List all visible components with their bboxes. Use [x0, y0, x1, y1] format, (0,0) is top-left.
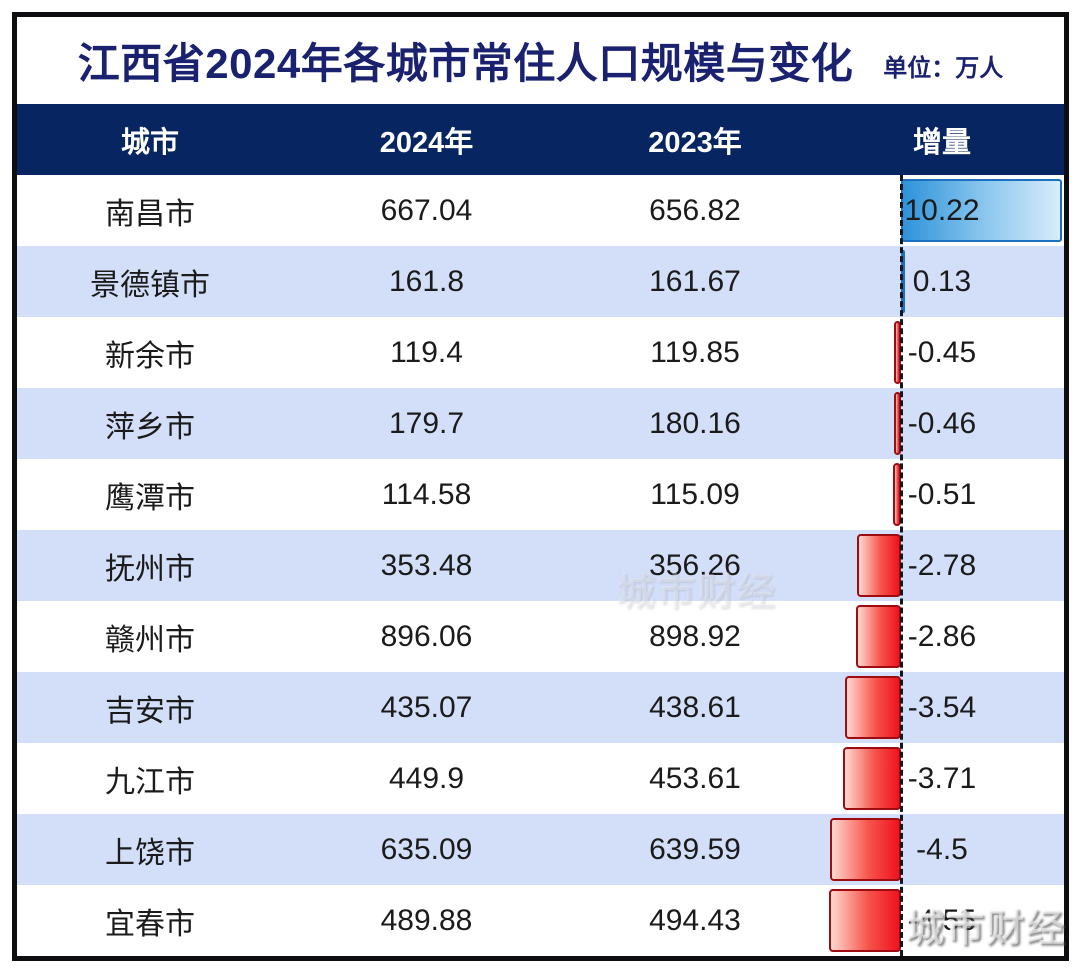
table-rows-container: 南昌市 667.04 656.82 10.22 景德镇市 161.8 161.6…: [17, 175, 1064, 956]
value-2024: 635.09: [380, 832, 473, 866]
table-body: 南昌市 667.04 656.82 10.22 景德镇市 161.8 161.6…: [17, 175, 1064, 956]
table-row: 鹰潭市 114.58 115.09 -0.51: [17, 459, 1064, 530]
value-2023: 356.26: [649, 548, 741, 582]
delta-value: 10.22: [904, 193, 980, 227]
title-bar: 江西省2024年各城市常住人口规模与变化 单位：万人: [17, 17, 1064, 104]
value-2024: 179.7: [388, 406, 465, 440]
delta-bar: [857, 534, 901, 597]
delta-value: -2.78: [907, 548, 977, 582]
value-2023: 656.82: [649, 193, 741, 227]
city-name: 宜春市: [105, 907, 195, 941]
value-2024: 353.48: [380, 548, 473, 582]
table-header: 城市 2024年 2023年 增量: [17, 104, 1064, 175]
value-2023: 453.61: [649, 761, 741, 795]
delta-bar: [830, 818, 901, 881]
value-2023: 115.09: [650, 477, 740, 511]
value-2023: 438.61: [649, 690, 741, 724]
table-row: 九江市 449.9 453.61 -3.71: [17, 743, 1064, 814]
value-2023: 898.92: [649, 619, 741, 653]
delta-bar: [843, 747, 901, 810]
delta-bar: [901, 179, 1062, 242]
delta-bar: [829, 889, 901, 952]
table-row: 赣州市 896.06 898.92 -2.86: [17, 601, 1064, 672]
col-header-delta: 增量: [912, 126, 971, 159]
city-name: 上饶市: [105, 836, 195, 870]
delta-value: 0.13: [912, 264, 972, 298]
value-2024: 489.88: [380, 903, 473, 937]
value-2024: 435.07: [380, 690, 473, 724]
delta-value: -0.45: [907, 335, 977, 369]
value-2023: 119.85: [650, 335, 740, 369]
city-name: 萍乡市: [105, 410, 195, 444]
table-row: 南昌市 667.04 656.82 10.22: [17, 175, 1064, 246]
city-name: 新余市: [105, 339, 195, 373]
city-name: 景德镇市: [90, 268, 210, 302]
delta-value: -0.46: [907, 406, 977, 440]
value-2023: 639.59: [649, 832, 741, 866]
table-row: 景德镇市 161.8 161.67 0.13: [17, 246, 1064, 317]
city-name: 赣州市: [105, 623, 195, 657]
delta-value: -0.51: [907, 477, 977, 511]
table-row: 新余市 119.4 119.85 -0.45: [17, 317, 1064, 388]
page-title: 江西省2024年各城市常住人口规模与变化: [77, 40, 854, 87]
col-header-2024: 2024年: [379, 126, 474, 159]
value-2023: 161.67: [649, 264, 741, 298]
table-row: 宜春市 489.88 494.43 -4.55: [17, 885, 1064, 956]
table-row: 上饶市 635.09 639.59 -4.5: [17, 814, 1064, 885]
value-2024: 114.58: [381, 477, 472, 511]
value-2023: 180.16: [649, 406, 741, 440]
delta-value: -2.86: [907, 619, 977, 653]
value-2024: 896.06: [380, 619, 473, 653]
city-name: 九江市: [105, 765, 195, 799]
delta-value: -3.71: [907, 761, 977, 795]
city-name: 吉安市: [105, 694, 195, 728]
value-2024: 119.4: [390, 335, 463, 369]
table-row: 抚州市 353.48 356.26 -2.78: [17, 530, 1064, 601]
table-row: 萍乡市 179.7 180.16 -0.46: [17, 388, 1064, 459]
city-name: 抚州市: [105, 552, 195, 586]
value-2024: 449.9: [388, 761, 465, 795]
city-name: 南昌市: [105, 197, 195, 231]
zero-axis-line: [900, 175, 903, 956]
city-name: 鹰潭市: [105, 481, 195, 515]
table-row: 吉安市 435.07 438.61 -3.54: [17, 672, 1064, 743]
infographic-frame: 江西省2024年各城市常住人口规模与变化 单位：万人 城市 2024年 2023…: [12, 12, 1069, 961]
value-2024: 667.04: [380, 193, 473, 227]
delta-value: -4.5: [916, 832, 968, 866]
delta-value: -3.54: [907, 690, 977, 724]
col-header-city: 城市: [120, 126, 179, 159]
delta-value: -4.55: [907, 903, 977, 937]
unit-label: 单位：万人: [883, 55, 1004, 82]
col-header-2023: 2023年: [648, 126, 742, 159]
value-2024: 161.8: [388, 264, 465, 298]
value-2023: 494.43: [649, 903, 741, 937]
